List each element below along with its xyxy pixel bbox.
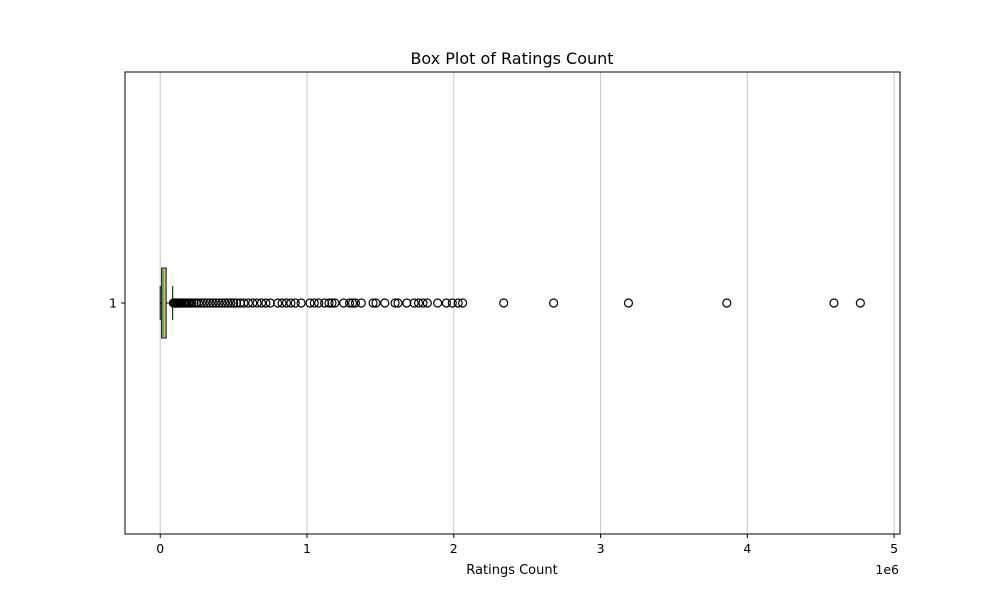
outlier-point bbox=[623, 298, 634, 308]
outlier-point bbox=[324, 298, 334, 308]
outlier-point bbox=[305, 298, 315, 308]
outlier-point bbox=[422, 298, 432, 308]
outlier-point bbox=[281, 298, 292, 308]
outlier-point bbox=[261, 298, 271, 308]
outlier-point bbox=[217, 298, 227, 308]
outlier-point bbox=[265, 298, 275, 308]
outlier-point bbox=[256, 298, 267, 308]
outlier-point bbox=[548, 298, 559, 308]
x-tick-label: 5 bbox=[890, 541, 898, 556]
outlier-point bbox=[211, 298, 221, 308]
outlier-point bbox=[350, 298, 361, 308]
outlier-points bbox=[168, 298, 865, 308]
outlier-point bbox=[309, 298, 319, 308]
outlier-point bbox=[243, 298, 253, 308]
x-tick-label: 4 bbox=[743, 541, 751, 556]
outlier-point bbox=[433, 298, 443, 308]
outlier-point bbox=[314, 298, 324, 308]
outlier-point bbox=[371, 298, 381, 308]
x-tick-label: 3 bbox=[597, 541, 605, 556]
outlier-point bbox=[273, 298, 283, 308]
outlier-point bbox=[320, 298, 330, 308]
outlier-point bbox=[356, 298, 366, 308]
outlier-point bbox=[418, 298, 428, 308]
outlier-point bbox=[290, 298, 300, 308]
outlier-point bbox=[202, 298, 212, 308]
outlier-point bbox=[409, 298, 419, 308]
outlier-point bbox=[199, 298, 209, 308]
outlier-point bbox=[205, 298, 215, 308]
outlier-point bbox=[226, 298, 236, 308]
box-group bbox=[159, 267, 174, 339]
y-tick-label: 1 bbox=[109, 296, 117, 311]
outlier-point bbox=[339, 298, 349, 308]
outlier-point bbox=[368, 298, 378, 308]
outlier-point bbox=[248, 298, 258, 308]
outlier-point bbox=[330, 298, 340, 308]
outlier-point bbox=[214, 298, 224, 308]
outlier-point bbox=[457, 298, 468, 308]
y-axis-ticks: 1 bbox=[109, 296, 125, 311]
outlier-point bbox=[380, 298, 390, 308]
outlier-point bbox=[196, 298, 206, 308]
chart-title: Box Plot of Ratings Count bbox=[410, 49, 613, 68]
x-tick-label: 0 bbox=[156, 541, 164, 556]
outlier-point bbox=[220, 298, 230, 308]
outlier-point bbox=[855, 298, 865, 308]
outlier-point bbox=[453, 298, 463, 308]
outlier-point bbox=[447, 298, 457, 308]
x-axis-ticks: 0 1 2 3 4 5 bbox=[156, 534, 898, 556]
outlier-point bbox=[229, 298, 239, 308]
plot-area-frame bbox=[124, 71, 901, 535]
outlier-point bbox=[327, 298, 337, 308]
outlier-point bbox=[277, 298, 287, 308]
outlier-point bbox=[413, 298, 424, 308]
outlier-point bbox=[252, 298, 262, 308]
outlier-point bbox=[829, 298, 839, 308]
x-tick-label: 2 bbox=[450, 541, 458, 556]
x-axis-label: Ratings Count bbox=[466, 563, 557, 578]
outlier-point bbox=[344, 298, 355, 308]
outlier-point bbox=[393, 298, 403, 308]
outlier-point bbox=[347, 298, 358, 308]
outlier-point bbox=[239, 298, 249, 308]
outlier-point bbox=[390, 298, 400, 308]
x-tick-label: 1 bbox=[303, 541, 311, 556]
outlier-point bbox=[193, 298, 203, 308]
x-axis-offset-label: 1e6 bbox=[875, 562, 899, 577]
outlier-point bbox=[231, 298, 242, 308]
outlier-point bbox=[499, 298, 509, 308]
outlier-point bbox=[441, 298, 452, 308]
outlier-point bbox=[296, 298, 306, 308]
outlier-point bbox=[722, 298, 732, 308]
outlier-point bbox=[402, 298, 412, 308]
outlier-point bbox=[286, 298, 296, 308]
outlier-point bbox=[223, 298, 233, 308]
outlier-point bbox=[208, 298, 218, 308]
